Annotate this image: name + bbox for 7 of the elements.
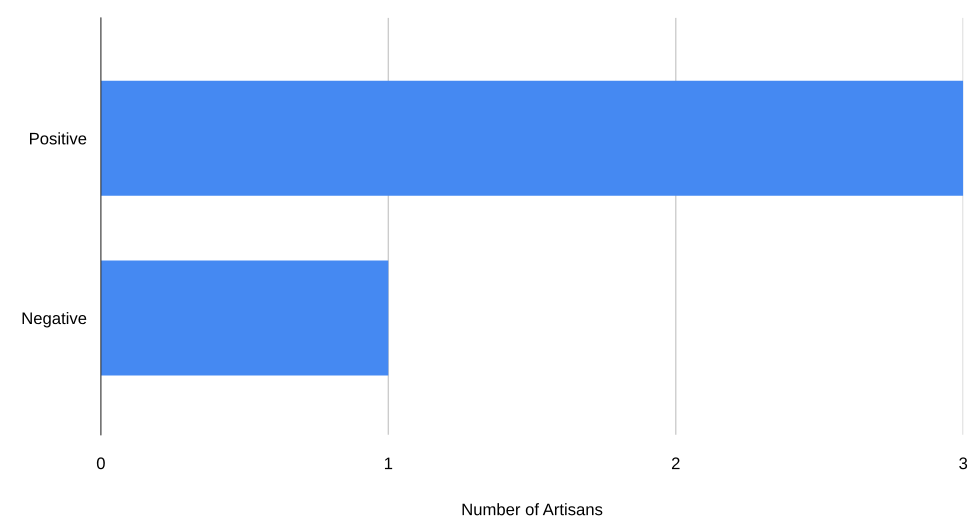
y-tick-label: Positive <box>30 132 86 145</box>
x-tick-label: 2 <box>672 457 680 470</box>
x-tick-label: 0 <box>96 457 105 470</box>
x-tick-label: 3 <box>959 457 968 470</box>
y-tick-label: Negative <box>22 312 86 328</box>
x-axis-title: Number of Artisans <box>462 503 602 516</box>
x-tick-label: 1 <box>384 458 392 470</box>
